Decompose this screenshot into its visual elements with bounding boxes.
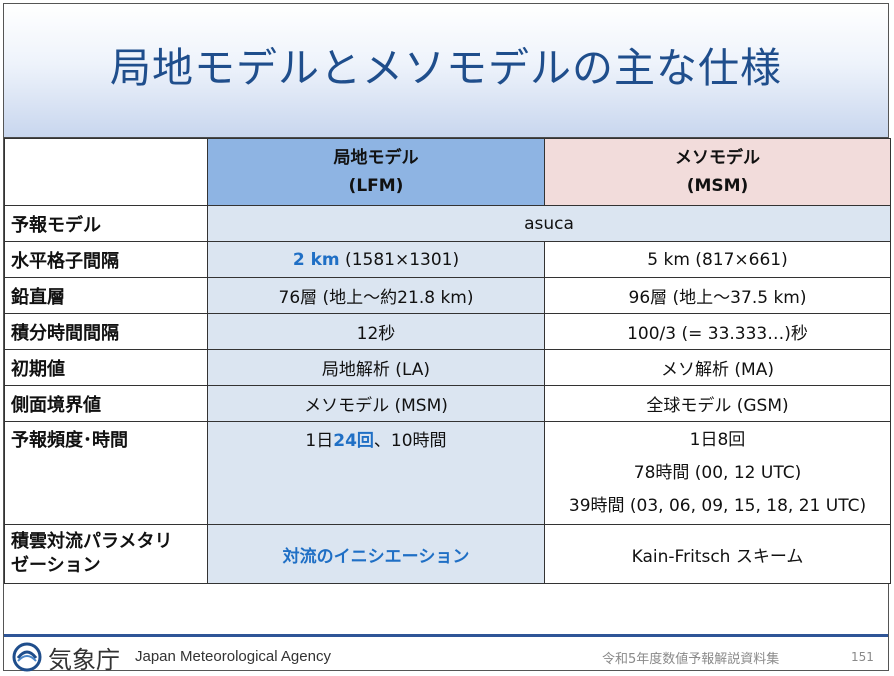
page-number: 151 bbox=[851, 650, 874, 664]
source-caption: 令和5年度数値予報解説資料集 bbox=[602, 652, 780, 667]
conv-label-line2: ゼーション bbox=[11, 555, 101, 576]
row-label-vlayer: 鉛直層 bbox=[4, 277, 208, 314]
cell-hgrid-msm: 5 km (817×661) bbox=[544, 241, 891, 278]
freq-msm-line2: 78時間 (00, 12 UTC) bbox=[633, 462, 802, 483]
spec-table: 局地モデル (LFM) メソモデル (MSM) 予報モデル asuca 水平格子… bbox=[4, 138, 891, 584]
table-row-lbc: 側面境界値 メソモデル (MSM) 全球モデル (GSM) bbox=[4, 385, 891, 422]
row-label-tstep: 積分時間間隔 bbox=[4, 313, 208, 350]
cell-conv-msm: Kain-Fritsch スキーム bbox=[544, 524, 891, 584]
header-msm-name: メソモデル bbox=[675, 148, 760, 168]
header-lfm: 局地モデル (LFM) bbox=[207, 138, 545, 206]
row-label-init: 初期値 bbox=[4, 349, 208, 386]
agency-name-jp: 気象庁 bbox=[48, 646, 120, 674]
header-lfm-name: 局地モデル bbox=[333, 148, 419, 168]
cell-init-lfm: 局地解析 (LA) bbox=[207, 349, 545, 386]
cell-conv-lfm: 対流のイニシエーション bbox=[207, 524, 545, 584]
row-label-hgrid: 水平格子間隔 bbox=[4, 241, 208, 278]
table-row-init: 初期値 局地解析 (LA) メソ解析 (MA) bbox=[4, 349, 891, 386]
header-lfm-abbr: (LFM) bbox=[348, 176, 404, 196]
row-label-freq: 予報頻度･時間 bbox=[4, 421, 208, 525]
cell-lbc-msm: 全球モデル (GSM) bbox=[544, 385, 891, 422]
freq-msm-line1: 1日8回 bbox=[689, 429, 746, 450]
footer-divider bbox=[4, 634, 888, 637]
slide-title: 局地モデルとメソモデルの主な仕様 bbox=[110, 44, 782, 92]
row-label-conv: 積雲対流パラメタリ ゼーション bbox=[4, 524, 208, 584]
cell-init-msm: メソ解析 (MA) bbox=[544, 349, 891, 386]
cell-vlayer-msm: 96層 (地上〜37.5 km) bbox=[544, 277, 891, 314]
freq-lfm-emphasis: 24回 bbox=[333, 431, 374, 451]
cell-lbc-lfm: メソモデル (MSM) bbox=[207, 385, 545, 422]
header-corner bbox=[4, 138, 208, 206]
freq-lfm-post: 、10時間 bbox=[373, 431, 447, 451]
cell-freq-msm: 1日8回 78時間 (00, 12 UTC) 39時間 (03, 06, 09,… bbox=[544, 421, 891, 525]
conv-label-line1: 積雲対流パラメタリ bbox=[11, 531, 173, 552]
table-row-tstep: 積分時間間隔 12秒 100/3 (= 33.333…)秒 bbox=[4, 313, 891, 350]
table-header-row: 局地モデル (LFM) メソモデル (MSM) bbox=[4, 138, 891, 206]
cell-tstep-lfm: 12秒 bbox=[207, 313, 545, 350]
cell-tstep-msm: 100/3 (= 33.333…)秒 bbox=[544, 313, 891, 350]
jma-logo-icon bbox=[12, 642, 42, 672]
table-row-hgrid: 水平格子間隔 2 km (1581×1301) 5 km (817×661) bbox=[4, 241, 891, 278]
table-row-freq: 予報頻度･時間 1日24回、10時間 1日8回 78時間 (00, 12 UTC… bbox=[4, 421, 891, 525]
cell-vlayer-lfm: 76層 (地上〜約21.8 km) bbox=[207, 277, 545, 314]
hgrid-lfm-rest: (1581×1301) bbox=[339, 249, 460, 270]
cell-model-shared: asuca bbox=[207, 205, 891, 242]
title-band: 局地モデルとメソモデルの主な仕様 bbox=[4, 4, 888, 138]
table-row-conv: 積雲対流パラメタリ ゼーション 対流のイニシエーション Kain-Fritsch… bbox=[4, 524, 891, 584]
freq-lfm-pre: 1日 bbox=[305, 431, 334, 451]
cell-freq-lfm: 1日24回、10時間 bbox=[207, 421, 545, 525]
row-label-model: 予報モデル bbox=[4, 205, 208, 242]
cell-hgrid-lfm: 2 km (1581×1301) bbox=[207, 241, 545, 278]
hgrid-lfm-emphasis: 2 km bbox=[292, 249, 340, 270]
agency-name-en: Japan Meteorological Agency bbox=[135, 648, 331, 665]
freq-msm-line3: 39時間 (03, 06, 09, 15, 18, 21 UTC) bbox=[568, 495, 867, 516]
table-row-model: 予報モデル asuca bbox=[4, 205, 891, 242]
header-msm-abbr: (MSM) bbox=[686, 176, 749, 196]
header-msm: メソモデル (MSM) bbox=[544, 138, 891, 206]
row-label-lbc: 側面境界値 bbox=[4, 385, 208, 422]
table-row-vlayer: 鉛直層 76層 (地上〜約21.8 km) 96層 (地上〜37.5 km) bbox=[4, 277, 891, 314]
